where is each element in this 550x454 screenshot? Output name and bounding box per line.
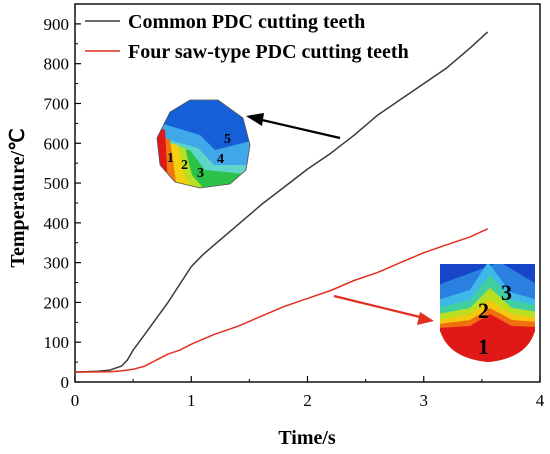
inset-common-label-2: 2 (181, 158, 188, 173)
y-tick-label: 300 (44, 254, 70, 273)
inset-common-label-3: 3 (197, 166, 204, 181)
y-axis-ticks: 0 100 200 300 400 500 600 700 800 900 (44, 15, 81, 392)
series-layer (74, 31, 489, 373)
y-tick-label: 0 (61, 373, 70, 392)
y-tick-label: 500 (44, 174, 70, 193)
y-tick-label: 700 (44, 94, 70, 113)
x-axis-title: Time/s (278, 427, 336, 449)
inset-saw-label-2: 2 (478, 298, 489, 323)
legend: Common PDC cutting teeth Four saw-type P… (85, 11, 409, 63)
series-line-saw (74, 228, 489, 373)
y-tick-label: 200 (44, 293, 70, 312)
x-axis-ticks: 0 1 2 3 4 (71, 376, 545, 410)
inset-common-label-4: 4 (217, 152, 224, 167)
inset-common-label-5: 5 (224, 132, 231, 147)
y-tick-label: 800 (44, 55, 70, 74)
legend-label-common: Common PDC cutting teeth (128, 11, 365, 33)
inset-saw-label-1: 1 (478, 334, 489, 359)
x-tick-label: 0 (71, 391, 80, 410)
inset-saw-label-3: 3 (501, 280, 512, 305)
arrow-common (246, 113, 341, 140)
arrow-saw (333, 294, 434, 325)
y-tick-label: 900 (44, 15, 70, 34)
x-tick-label: 3 (420, 391, 429, 410)
x-tick-label: 2 (303, 391, 312, 410)
series-line-common (74, 31, 489, 373)
inset-saw-tooth: 1 2 3 (440, 264, 535, 362)
y-axis-title: Temperature/℃ (7, 128, 29, 267)
x-tick-label: 1 (187, 391, 196, 410)
inset-common-label-1: 1 (167, 151, 174, 166)
y-tick-label: 400 (44, 214, 70, 233)
y-tick-label: 600 (44, 134, 70, 153)
x-tick-label: 4 (536, 391, 545, 410)
y-tick-label: 100 (44, 333, 70, 352)
legend-label-saw: Four saw-type PDC cutting teeth (128, 41, 409, 63)
inset-common-tooth: 1 2 3 4 5 (156, 99, 251, 189)
